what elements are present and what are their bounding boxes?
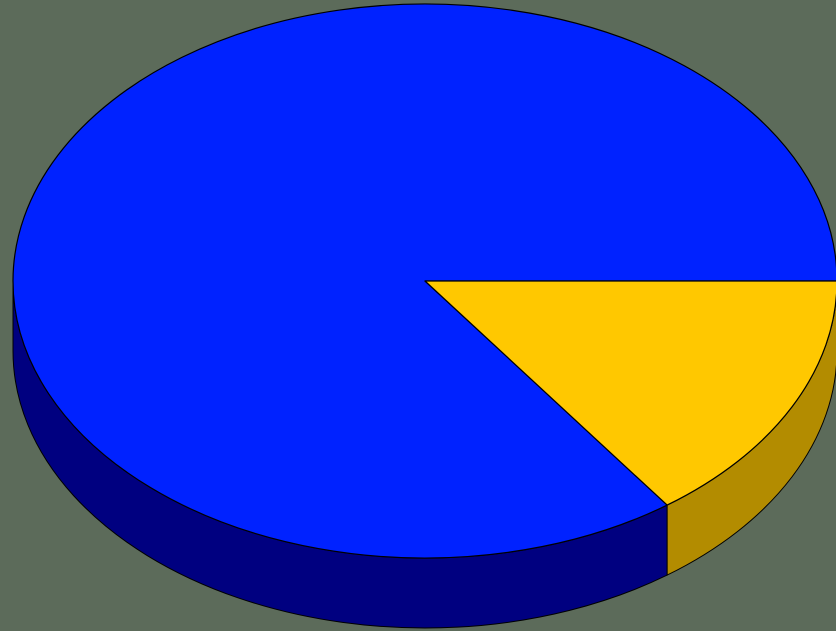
pie-slice-1 (424, 280, 836, 506)
pie-top-face (12, 3, 836, 559)
